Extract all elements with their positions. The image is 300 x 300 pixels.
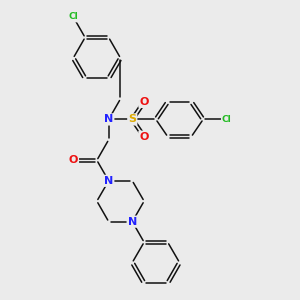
Text: Cl: Cl <box>68 12 78 21</box>
Text: O: O <box>140 132 149 142</box>
Text: N: N <box>104 114 113 124</box>
Text: Cl: Cl <box>222 115 232 124</box>
Text: N: N <box>128 217 137 227</box>
Text: S: S <box>128 114 136 124</box>
Text: O: O <box>140 97 149 107</box>
Text: O: O <box>69 155 78 165</box>
Text: N: N <box>104 176 113 186</box>
